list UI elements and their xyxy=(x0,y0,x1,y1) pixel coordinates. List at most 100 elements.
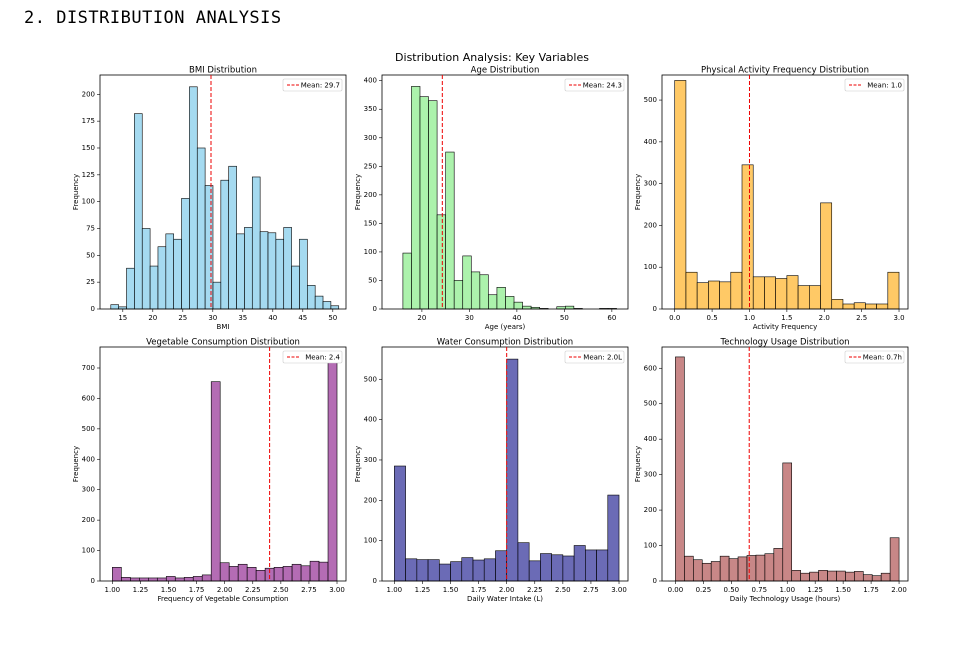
x-axis-label: BMI xyxy=(217,323,230,331)
histogram-bar xyxy=(764,276,776,310)
histogram-bar xyxy=(865,303,877,310)
x-axis-label: Age (years) xyxy=(485,323,526,331)
x-tick-label: 2.0 xyxy=(819,314,830,322)
x-tick-label: 2.25 xyxy=(527,586,543,594)
histogram-bar xyxy=(112,567,122,582)
histogram-bar xyxy=(212,281,222,310)
histogram-bar xyxy=(210,381,221,582)
histogram-bar xyxy=(775,278,788,310)
histogram-bar xyxy=(675,356,685,582)
histogram-bar xyxy=(708,280,720,310)
chart-title: Technology Usage Distribution xyxy=(719,338,849,348)
x-tick-label: 1.75 xyxy=(863,586,879,594)
histogram-bar xyxy=(165,233,174,310)
histogram-bar xyxy=(416,559,429,582)
x-tick-label: 3.00 xyxy=(611,586,627,594)
histogram-bar xyxy=(876,303,889,310)
axes-frame xyxy=(381,74,629,310)
y-tick-label: 0 xyxy=(653,577,657,585)
x-tick-label: 30 xyxy=(465,314,474,322)
histogram-bar xyxy=(607,494,620,582)
histogram-bar xyxy=(419,96,429,310)
x-tick-label: 2.25 xyxy=(245,586,261,594)
histogram-bar xyxy=(306,285,316,310)
chart-title: Water Consumption Distribution xyxy=(437,338,573,348)
y-axis-label: Frequency xyxy=(634,446,642,482)
histogram-bar xyxy=(141,228,151,310)
y-tick-label: 50 xyxy=(368,276,377,284)
axes-frame xyxy=(661,346,909,582)
legend-box xyxy=(564,350,625,364)
y-tick-label: 700 xyxy=(82,364,95,372)
x-tick-label: 1.50 xyxy=(161,586,177,594)
histogram-bar xyxy=(330,305,340,310)
x-axis-label: Frequency of Vegetable Consumption xyxy=(158,595,289,603)
histogram-bar xyxy=(327,359,338,582)
y-tick-label: 200 xyxy=(364,496,377,504)
x-tick-label: 2.00 xyxy=(499,586,515,594)
y-tick-label: 400 xyxy=(364,77,377,85)
x-tick-label: 2.50 xyxy=(273,586,289,594)
chart-title: Vegetable Consumption Distribution xyxy=(146,338,300,348)
y-axis-label: Frequency xyxy=(354,174,362,210)
histogram-bar xyxy=(267,232,277,310)
x-tick-label: 3.0 xyxy=(893,314,904,322)
legend-label: Mean: 29.7 xyxy=(301,82,340,90)
histogram-bar xyxy=(496,287,506,310)
x-tick-label: 20 xyxy=(417,314,426,322)
axes-frame xyxy=(381,346,629,582)
x-tick-label: 20 xyxy=(148,314,157,322)
x-tick-label: 60 xyxy=(607,314,616,322)
y-tick-label: 100 xyxy=(644,263,657,271)
legend-label: Mean: 2.4 xyxy=(305,354,340,362)
histogram-bar xyxy=(183,577,194,582)
histogram-bar xyxy=(596,549,609,582)
histogram-bar xyxy=(470,271,481,310)
histogram-bar xyxy=(237,563,248,582)
histogram-bar xyxy=(450,561,463,582)
histogram-bar xyxy=(693,559,703,582)
x-tick-label: 1.5 xyxy=(781,314,792,322)
y-tick-label: 0 xyxy=(373,577,377,585)
histogram-bar xyxy=(220,179,229,310)
histogram-bar xyxy=(685,271,698,310)
x-tick-label: 1.00 xyxy=(387,586,403,594)
y-tick-label: 100 xyxy=(364,248,377,256)
histogram-bar xyxy=(513,301,523,310)
x-tick-label: 0.25 xyxy=(696,586,712,594)
histogram-bar xyxy=(786,275,799,310)
axes-frame xyxy=(99,346,347,582)
x-tick-label: 15 xyxy=(118,314,127,322)
histogram-bar xyxy=(196,147,206,310)
histogram-bar xyxy=(818,570,828,582)
histogram-bar xyxy=(228,165,237,310)
y-tick-label: 200 xyxy=(644,506,657,514)
y-tick-label: 175 xyxy=(82,117,95,125)
chart-title: Age Distribution xyxy=(471,66,540,76)
legend-label: Mean: 2.0L xyxy=(583,354,622,362)
y-tick-label: 0 xyxy=(373,305,377,313)
histogram-bar xyxy=(522,305,532,310)
y-tick-label: 300 xyxy=(644,180,657,188)
axes-frame xyxy=(661,74,909,310)
x-tick-label: 1.50 xyxy=(835,586,851,594)
x-tick-label: 1.00 xyxy=(105,586,121,594)
histogram-bar xyxy=(246,567,257,582)
histogram-bar xyxy=(174,577,185,582)
y-tick-label: 400 xyxy=(644,138,657,146)
chart-title: Physical Activity Frequency Distribution xyxy=(701,66,869,76)
histogram-bar xyxy=(283,227,292,310)
histogram-bar xyxy=(871,575,882,582)
histogram-bar xyxy=(402,252,412,310)
histogram-bar xyxy=(121,577,131,582)
y-axis-label: Frequency xyxy=(354,446,362,482)
x-tick-label: 0.5 xyxy=(707,314,718,322)
histogram-bar xyxy=(149,265,159,310)
y-tick-label: 200 xyxy=(644,221,657,229)
histogram-bar xyxy=(427,559,440,582)
y-tick-label: 125 xyxy=(82,171,95,179)
x-tick-label: 50 xyxy=(328,314,337,322)
y-tick-label: 600 xyxy=(82,394,95,402)
